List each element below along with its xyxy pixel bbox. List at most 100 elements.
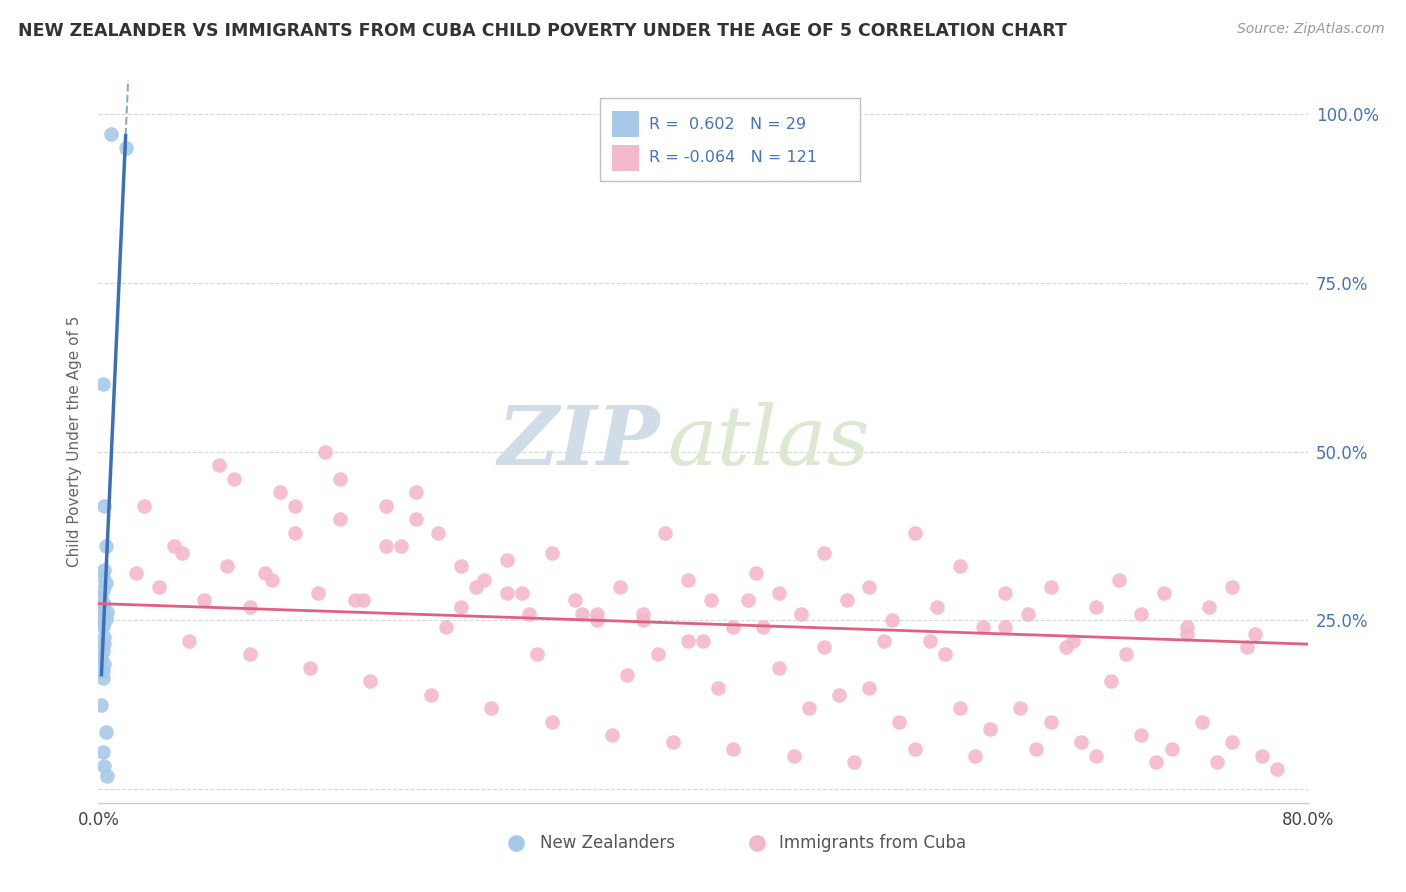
Point bbox=[979, 722, 1001, 736]
Point bbox=[1085, 599, 1108, 614]
Point bbox=[526, 647, 548, 661]
Point bbox=[1062, 633, 1084, 648]
Point bbox=[344, 593, 367, 607]
Point bbox=[994, 586, 1017, 600]
Point bbox=[510, 586, 533, 600]
Point bbox=[481, 701, 503, 715]
Point bbox=[904, 525, 927, 540]
Point bbox=[1243, 627, 1265, 641]
Point bbox=[965, 748, 987, 763]
Point bbox=[949, 559, 972, 574]
Point bbox=[631, 614, 654, 628]
Point bbox=[737, 593, 759, 607]
Point bbox=[1099, 674, 1122, 689]
Point bbox=[994, 620, 1017, 634]
Point bbox=[616, 667, 638, 681]
Point bbox=[405, 512, 427, 526]
Text: NEW ZEALANDER VS IMMIGRANTS FROM CUBA CHILD POVERTY UNDER THE AGE OF 5 CORRELATI: NEW ZEALANDER VS IMMIGRANTS FROM CUBA CH… bbox=[18, 22, 1067, 40]
Point bbox=[132, 499, 155, 513]
Point bbox=[91, 619, 114, 633]
Point bbox=[91, 671, 114, 685]
Point bbox=[93, 608, 115, 623]
Text: R =  0.602   N = 29: R = 0.602 N = 29 bbox=[648, 117, 806, 132]
Point bbox=[602, 728, 624, 742]
Point bbox=[427, 525, 450, 540]
Point bbox=[676, 633, 699, 648]
Point bbox=[1160, 741, 1182, 756]
Point bbox=[1220, 580, 1243, 594]
Point bbox=[91, 644, 114, 658]
Point bbox=[904, 741, 927, 756]
Point bbox=[215, 559, 238, 574]
Y-axis label: Child Poverty Under the Age of 5: Child Poverty Under the Age of 5 bbox=[67, 316, 83, 567]
Point bbox=[193, 593, 215, 607]
Point bbox=[1085, 748, 1108, 763]
Point bbox=[676, 573, 699, 587]
Point bbox=[96, 606, 118, 620]
Point bbox=[609, 580, 631, 594]
Point bbox=[661, 735, 683, 749]
Point bbox=[420, 688, 443, 702]
Text: ZIP: ZIP bbox=[498, 401, 661, 482]
Point bbox=[647, 647, 669, 661]
Point bbox=[329, 472, 352, 486]
Point bbox=[450, 599, 472, 614]
Point bbox=[262, 573, 284, 587]
Point bbox=[91, 601, 114, 615]
Point bbox=[880, 614, 903, 628]
Point bbox=[179, 633, 201, 648]
Point bbox=[858, 681, 880, 695]
Point bbox=[768, 661, 790, 675]
Point bbox=[1267, 762, 1289, 776]
Point bbox=[927, 599, 949, 614]
Point bbox=[93, 637, 115, 651]
Point bbox=[472, 573, 495, 587]
Point bbox=[405, 485, 427, 500]
Point bbox=[768, 586, 790, 600]
Point bbox=[813, 640, 835, 655]
Point bbox=[329, 512, 352, 526]
Point bbox=[495, 552, 517, 566]
Point bbox=[94, 539, 117, 553]
Point bbox=[91, 615, 114, 630]
Point bbox=[314, 444, 336, 458]
Point bbox=[94, 576, 117, 591]
Point bbox=[858, 580, 880, 594]
FancyBboxPatch shape bbox=[613, 145, 638, 170]
Point bbox=[1054, 640, 1077, 655]
Text: atlas: atlas bbox=[666, 401, 869, 482]
Point bbox=[972, 620, 994, 634]
Point bbox=[93, 597, 115, 611]
Point bbox=[1070, 735, 1092, 749]
Point bbox=[90, 650, 112, 665]
Point bbox=[170, 546, 193, 560]
Point bbox=[835, 593, 858, 607]
Text: Source: ZipAtlas.com: Source: ZipAtlas.com bbox=[1237, 22, 1385, 37]
Point bbox=[299, 661, 322, 675]
Point bbox=[889, 714, 911, 729]
Point bbox=[949, 701, 972, 715]
Point bbox=[1010, 701, 1032, 715]
Text: New Zealanders: New Zealanders bbox=[540, 833, 675, 852]
Point bbox=[224, 472, 246, 486]
Point bbox=[91, 583, 114, 598]
Point bbox=[389, 539, 412, 553]
Point bbox=[934, 647, 956, 661]
Point bbox=[90, 698, 112, 712]
Point bbox=[1175, 627, 1198, 641]
Point bbox=[465, 580, 488, 594]
Text: Immigrants from Cuba: Immigrants from Cuba bbox=[779, 833, 966, 852]
Point bbox=[100, 128, 122, 142]
Point bbox=[94, 725, 117, 739]
Point bbox=[434, 620, 457, 634]
Text: R = -0.064   N = 121: R = -0.064 N = 121 bbox=[648, 150, 817, 165]
Point bbox=[352, 593, 374, 607]
Point bbox=[94, 612, 117, 626]
Point bbox=[517, 607, 540, 621]
Point bbox=[1039, 714, 1062, 729]
Point bbox=[723, 741, 745, 756]
Point bbox=[239, 599, 262, 614]
Point bbox=[654, 525, 676, 540]
Point bbox=[91, 569, 114, 583]
Point bbox=[93, 758, 115, 772]
